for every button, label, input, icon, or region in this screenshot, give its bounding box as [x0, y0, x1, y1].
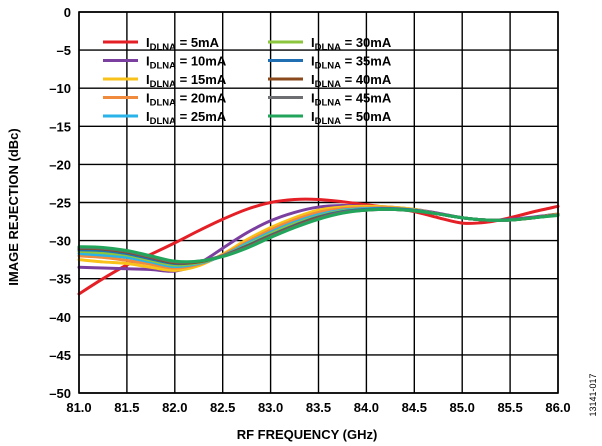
- y-tick-label: –30: [49, 234, 71, 249]
- series-line-1: [77, 197, 560, 296]
- x-tick-label: 81.5: [114, 400, 139, 415]
- x-tick-label: 84.0: [354, 400, 379, 415]
- legend-label: IDLNA = 15mA: [146, 72, 227, 90]
- x-tick-label: 82.5: [210, 400, 235, 415]
- y-tick-label: –5: [57, 43, 71, 58]
- legend-label: IDLNA = 45mA: [311, 91, 392, 109]
- x-tick-label: 85.0: [450, 400, 475, 415]
- legend-entry-9: IDLNA = 45mA: [268, 91, 392, 109]
- legend-label: IDLNA = 50mA: [311, 109, 392, 127]
- legend-label: IDLNA = 5mA: [146, 35, 220, 53]
- x-tick-label: 84.5: [402, 400, 427, 415]
- legend-label: IDLNA = 20mA: [146, 91, 227, 109]
- y-tick-label: –35: [49, 272, 71, 287]
- legend-entry-5: IDLNA = 25mA: [103, 109, 227, 127]
- x-tick-label: 83.0: [258, 400, 283, 415]
- y-tick-label: –20: [49, 157, 71, 172]
- legend-entry-10: IDLNA = 50mA: [268, 109, 392, 127]
- x-tick-label: 85.5: [497, 400, 522, 415]
- legend-entry-7: IDLNA = 35mA: [268, 54, 392, 72]
- y-tick-label: –15: [49, 119, 71, 134]
- x-tick-label: 86.0: [545, 400, 570, 415]
- legend-label: IDLNA = 25mA: [146, 109, 227, 127]
- legend-entry-6: IDLNA = 30mA: [268, 35, 392, 53]
- x-tick-label: 81.0: [66, 400, 91, 415]
- legend-label: IDLNA = 30mA: [311, 35, 392, 53]
- y-tick-labels: 0 –5 –10 –15 –20 –25 –30 –35 –40 –45 –50: [49, 5, 71, 401]
- y-tick-label: 0: [64, 5, 71, 20]
- y-axis-title: IMAGE REJECTION (dBc): [6, 128, 21, 285]
- x-tick-labels: 81.0 81.5 82.0 82.5 83.0 83.5 84.0 84.5 85.0 85.5…: [66, 400, 570, 415]
- figure-id: 13141-017: [588, 373, 598, 416]
- legend-entry-2: IDLNA = 10mA: [103, 54, 227, 72]
- x-tick-label: 82.0: [162, 400, 187, 415]
- legend-label: IDLNA = 35mA: [311, 54, 392, 72]
- y-tick-label: –45: [49, 348, 71, 363]
- y-tick-label: –40: [49, 310, 71, 325]
- legend-label: IDLNA = 40mA: [311, 72, 392, 90]
- y-tick-label: –25: [49, 196, 71, 211]
- legend-entry-1: IDLNA = 5mA: [103, 35, 220, 53]
- legend-entry-3: IDLNA = 15mA: [103, 72, 227, 90]
- legend-entry-8: IDLNA = 40mA: [268, 72, 392, 90]
- y-tick-label: –10: [49, 81, 71, 96]
- series-line-10: [77, 207, 560, 264]
- series-layer: [77, 197, 560, 296]
- y-tick-label: –50: [49, 386, 71, 401]
- legend-entry-4: IDLNA = 20mA: [103, 91, 227, 109]
- x-axis-title: RF FREQUENCY (GHz): [237, 427, 378, 442]
- x-tick-label: 83.5: [306, 400, 331, 415]
- legend-label: IDLNA = 10mA: [146, 54, 227, 72]
- plot-frame: [78, 11, 559, 394]
